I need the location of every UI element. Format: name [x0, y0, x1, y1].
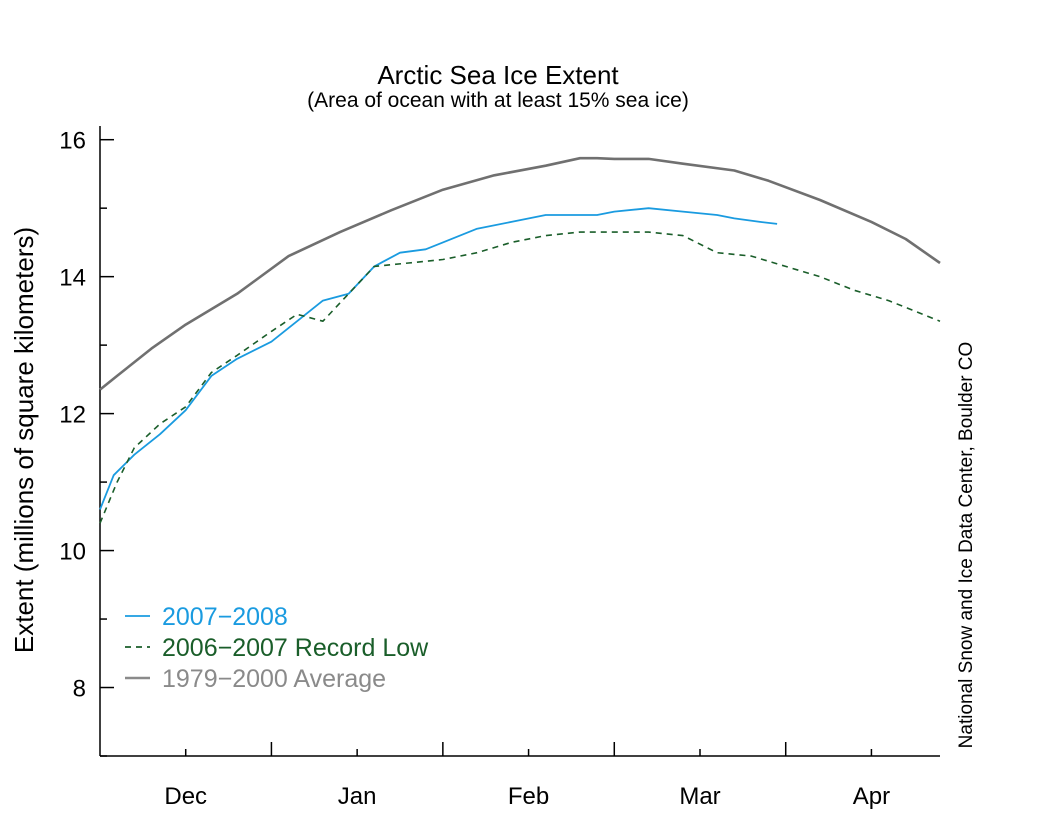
series-layer	[99, 156, 941, 524]
x-tick-label: Apr	[853, 783, 890, 810]
x-tick-label: Feb	[508, 783, 549, 810]
chart-title: Arctic Sea Ice Extent	[377, 60, 619, 90]
x-tick-label: Dec	[164, 783, 207, 810]
legend: 2007−2008 2006−2007 Record Low 1979−2000 A…	[125, 603, 429, 693]
chart-subtitle: (Area of ocean with at least 15% sea ice…	[307, 89, 689, 112]
axes: 8 10 12 14 16 Dec Jan Feb Mar Apr	[59, 126, 940, 810]
y-tick-label: 8	[73, 676, 86, 703]
y-tick-label: 10	[59, 539, 86, 566]
x-tick-label: Mar	[679, 783, 720, 810]
y-tick-label: 16	[59, 128, 86, 155]
y-tick-label: 12	[59, 402, 86, 429]
series-line-0	[99, 156, 941, 391]
legend-label: 2007−2008	[162, 603, 288, 631]
series-line-1	[99, 207, 778, 510]
y-tick-label: 14	[59, 265, 86, 292]
y-axis-label: Extent (millions of square kilometers)	[9, 227, 39, 653]
x-tick-label: Jan	[338, 783, 377, 810]
series-line-2	[99, 231, 941, 524]
credit-text: National Snow and Ice Data Center, Bould…	[956, 342, 977, 749]
legend-label: 2006−2007 Record Low	[162, 634, 429, 662]
legend-label: 1979−2000 Average	[162, 665, 386, 693]
